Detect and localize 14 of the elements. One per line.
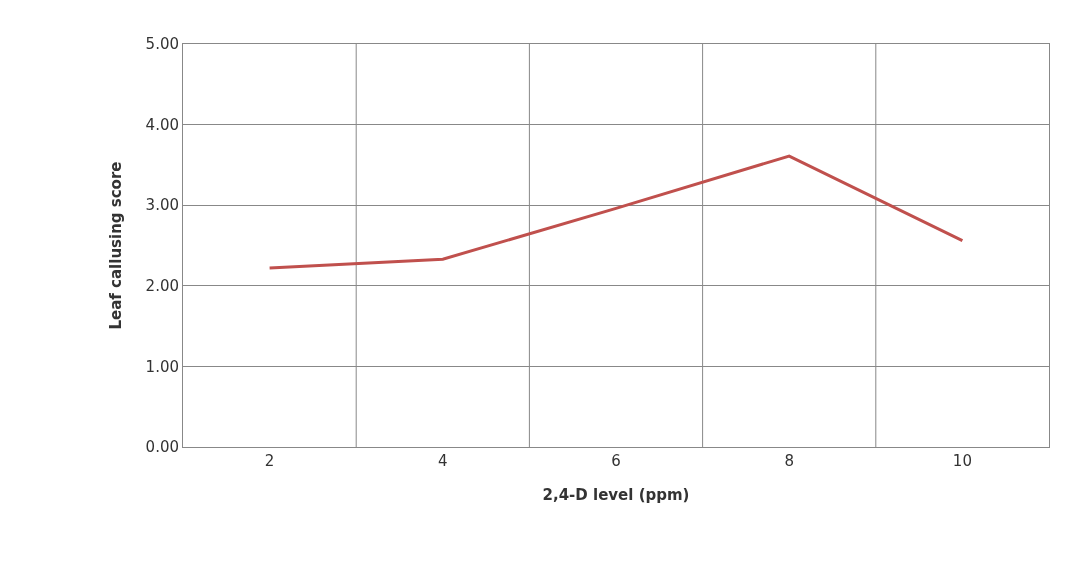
y-tick-label: 5.00 — [145, 35, 179, 54]
x-tick-label: 2 — [264, 452, 275, 470]
x-tick-label: 6 — [611, 452, 621, 470]
y-tick-label: 1.00 — [145, 357, 179, 376]
x-tick-label: 8 — [784, 452, 794, 470]
y-tick-label: 4.00 — [145, 115, 179, 134]
y-axis-title: Leaf callusing score — [106, 161, 125, 330]
y-tick-label: 0.00 — [145, 438, 179, 457]
y-tick-label: 3.00 — [145, 196, 179, 215]
line-series — [268, 154, 964, 270]
x-tick-label: 10 — [952, 452, 972, 470]
x-tick-label: 4 — [438, 452, 448, 470]
y-tick-label: 2.00 — [145, 277, 179, 296]
x-axis-title: 2,4-D level (ppm) — [542, 486, 690, 504]
